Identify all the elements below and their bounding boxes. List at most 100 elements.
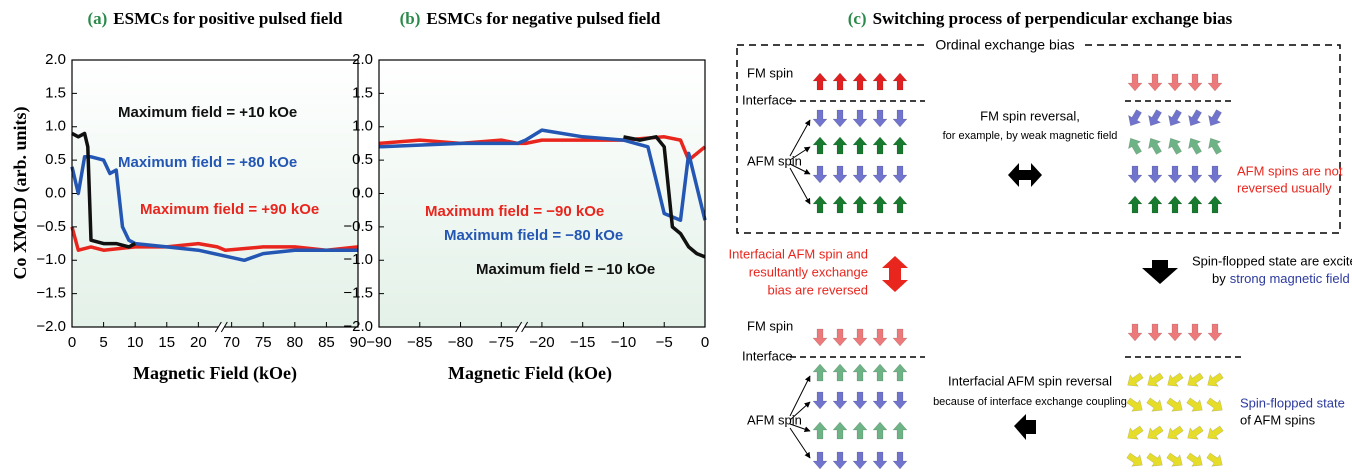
spin-arrow bbox=[873, 452, 887, 469]
middle-text: Interfacial AFM spin and bbox=[729, 246, 868, 261]
spin-arrow bbox=[813, 73, 827, 90]
spin-arrow bbox=[893, 166, 907, 183]
spin-arrow bbox=[873, 166, 887, 183]
x-tick-label: −15 bbox=[570, 334, 595, 351]
series-label: Maximum field = +80 kOe bbox=[118, 154, 297, 171]
spin-arrow bbox=[1164, 108, 1185, 130]
spin-arrow bbox=[1124, 423, 1146, 444]
plot-area bbox=[72, 60, 358, 327]
spin-arrow bbox=[813, 422, 827, 439]
y-tick-label: 2.0 bbox=[352, 51, 373, 68]
y-tick-label: −1.0 bbox=[343, 251, 373, 268]
reversal-text: Interfacial AFM spin reversal bbox=[948, 373, 1112, 388]
x-tick-label: 75 bbox=[255, 334, 272, 351]
spin-arrow bbox=[1128, 74, 1142, 91]
spin-arrow bbox=[1128, 324, 1142, 341]
spin-arrow bbox=[1184, 370, 1206, 391]
pointer bbox=[790, 428, 810, 458]
diagram-title: (c)Switching process of perpendicular ex… bbox=[848, 9, 1233, 28]
spin-arrow bbox=[893, 392, 907, 409]
x-tick-label: 80 bbox=[286, 334, 303, 351]
spin-arrow bbox=[1168, 196, 1182, 213]
series-label: Maximum field = −10 kOe bbox=[476, 261, 655, 278]
y-tick-label: 0.5 bbox=[352, 151, 373, 168]
spin-arrow bbox=[1208, 166, 1222, 183]
y-tick-label: −1.0 bbox=[36, 251, 66, 268]
series-label: Maximum field = +10 kOe bbox=[118, 104, 297, 121]
spin-arrow bbox=[1124, 450, 1146, 471]
pointer bbox=[790, 376, 810, 416]
spin-arrow bbox=[1124, 135, 1145, 157]
spin-arrow bbox=[873, 110, 887, 127]
left-arrow bbox=[1014, 414, 1036, 440]
title-text: ESMCs for positive pulsed field bbox=[113, 9, 343, 28]
reversal-text: for example, by weak magnetic field bbox=[943, 130, 1118, 142]
spin-arrow bbox=[813, 110, 827, 127]
spin-arrow bbox=[1144, 135, 1165, 157]
pointer bbox=[790, 120, 810, 156]
x-axis-label: Magnetic Field (kOe) bbox=[133, 363, 297, 384]
y-tick-label: 0.0 bbox=[45, 184, 66, 201]
spin-arrow bbox=[1204, 395, 1226, 416]
spin-arrow bbox=[813, 329, 827, 346]
spin-arrow bbox=[1168, 74, 1182, 91]
spin-arrow bbox=[893, 452, 907, 469]
x-tick-label: 20 bbox=[190, 334, 207, 351]
spin-arrow bbox=[1208, 196, 1222, 213]
spin-arrow bbox=[893, 196, 907, 213]
spin-arrow bbox=[813, 166, 827, 183]
panel-label: (b) bbox=[400, 9, 421, 28]
spin-arrow bbox=[833, 73, 847, 90]
x-tick-label: −90 bbox=[366, 334, 391, 351]
spin-arrow bbox=[873, 392, 887, 409]
spin-arrow bbox=[1164, 423, 1186, 444]
spin-arrow bbox=[1208, 74, 1222, 91]
spin-arrow bbox=[1188, 196, 1202, 213]
interface-label: Interface bbox=[742, 92, 793, 107]
note-text: reversed usually bbox=[1237, 180, 1332, 195]
x-tick-label: 90 bbox=[350, 334, 367, 351]
spin-arrow bbox=[893, 329, 907, 346]
y-tick-label: −1.5 bbox=[36, 285, 66, 302]
x-tick-label: 5 bbox=[99, 334, 107, 351]
afm-label: AFM spin bbox=[747, 412, 802, 427]
box-label: Ordinal exchange bias bbox=[935, 37, 1074, 53]
spin-arrow bbox=[1188, 166, 1202, 183]
spin-arrow bbox=[833, 452, 847, 469]
spin-arrow bbox=[833, 110, 847, 127]
spin-arrow bbox=[1144, 108, 1165, 130]
spin-arrow bbox=[833, 329, 847, 346]
figure: Maximum field = +90 kOeMaximum field = +… bbox=[0, 0, 1352, 472]
y-tick-label: 1.0 bbox=[45, 118, 66, 135]
spin-arrow bbox=[1148, 324, 1162, 341]
spin-arrow bbox=[833, 196, 847, 213]
spin-arrow bbox=[1184, 135, 1205, 157]
spin-arrow bbox=[1128, 196, 1142, 213]
x-tick-label: −5 bbox=[656, 334, 673, 351]
spin-arrow bbox=[853, 73, 867, 90]
middle-text: resultantly exchange bbox=[749, 264, 868, 279]
x-tick-label: −75 bbox=[489, 334, 514, 351]
spin-arrow bbox=[1204, 450, 1226, 471]
spin-arrow bbox=[1204, 108, 1225, 130]
series-label: Maximum field = −90 kOe bbox=[425, 203, 604, 220]
panel-label: (c) bbox=[848, 9, 867, 28]
double-arrow bbox=[882, 256, 908, 292]
middle-text: Spin-flopped state are excited bbox=[1192, 253, 1352, 268]
spin-arrow bbox=[1128, 166, 1142, 183]
spin-arrow bbox=[893, 110, 907, 127]
y-tick-label: 1.5 bbox=[45, 84, 66, 101]
middle-text: bias are reversed bbox=[768, 282, 868, 297]
y-axis-label: Co XMCD (arb. units) bbox=[10, 106, 31, 279]
spin-arrow bbox=[813, 196, 827, 213]
x-tick-label: −85 bbox=[407, 334, 432, 351]
plot-area bbox=[379, 60, 705, 327]
y-tick-label: −1.5 bbox=[343, 285, 373, 302]
spin-arrow bbox=[1204, 135, 1225, 157]
spin-arrow bbox=[853, 329, 867, 346]
spin-arrow bbox=[833, 422, 847, 439]
panel-label: (a) bbox=[87, 9, 107, 28]
x-tick-label: 70 bbox=[223, 334, 240, 351]
spin-arrow bbox=[813, 392, 827, 409]
